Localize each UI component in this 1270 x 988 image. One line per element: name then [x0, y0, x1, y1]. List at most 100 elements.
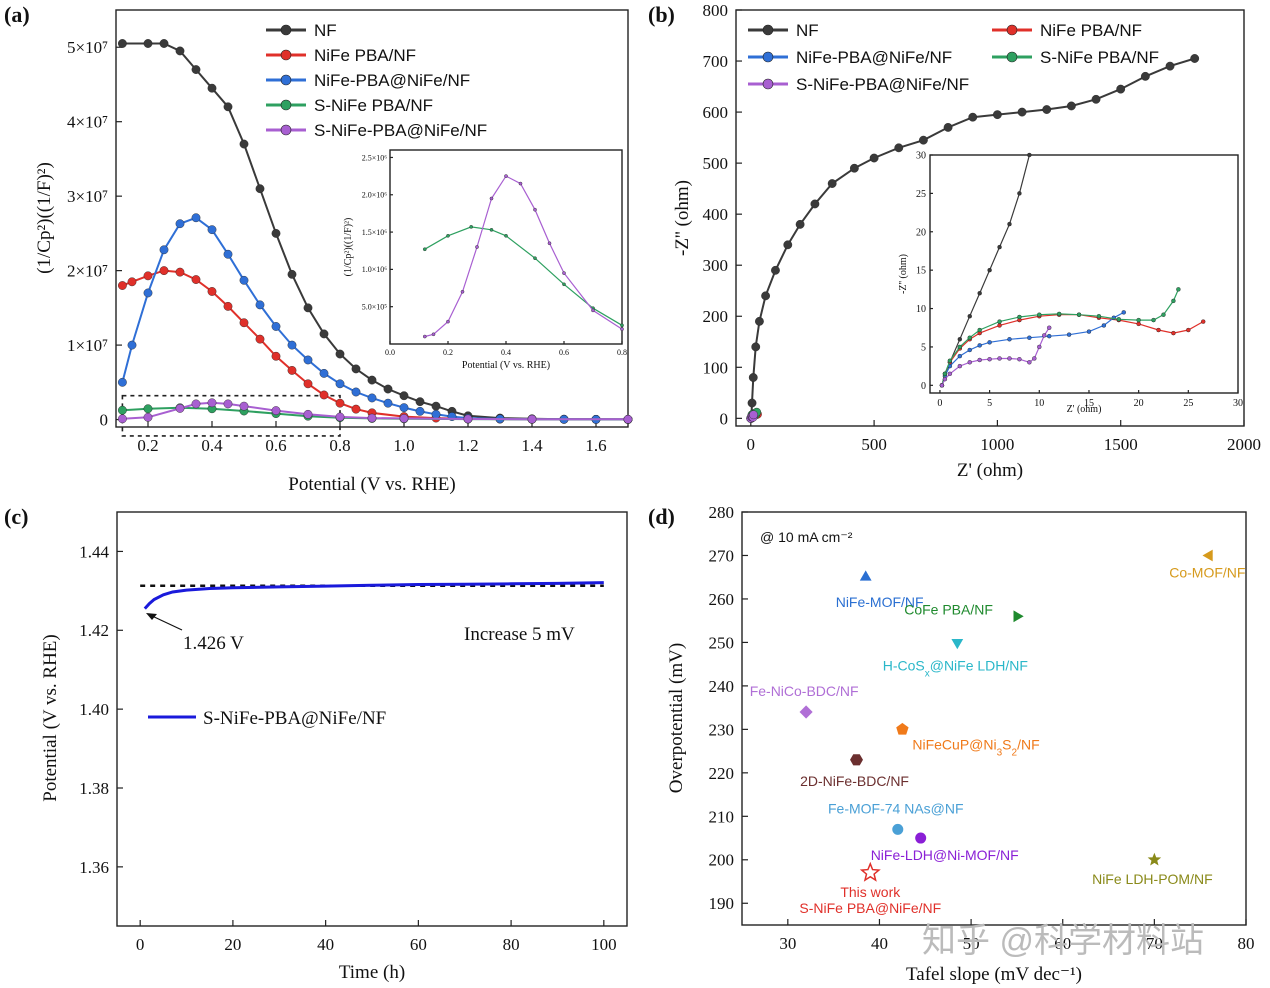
data-point — [957, 337, 963, 342]
legend-swatch-marker — [762, 51, 774, 63]
point-label: This work — [840, 884, 901, 900]
legend-label: NiFe PBA/NF — [1040, 21, 1142, 40]
legend-label: NiFe PBA/NF — [314, 46, 416, 65]
y-tick-label: 200 — [709, 851, 735, 870]
data-point — [755, 316, 764, 326]
legend-swatch-marker — [280, 124, 292, 136]
data-point — [159, 245, 169, 255]
data-point — [303, 379, 313, 389]
data-point — [175, 267, 185, 277]
panel-b-inset-series-s-nife-pba-nf — [939, 287, 1181, 388]
data-point — [1171, 330, 1176, 336]
data-point — [118, 414, 127, 424]
scatter-marker — [859, 570, 872, 581]
data-point — [207, 287, 217, 296]
data-point — [159, 266, 169, 276]
legend-swatch-marker — [280, 74, 292, 86]
data-point — [475, 245, 479, 249]
y-tick-label: 5.0×10⁵ — [362, 302, 388, 311]
data-point — [1017, 357, 1022, 362]
data-point — [997, 356, 1002, 361]
y-tick-label: 3×10⁷ — [67, 187, 108, 206]
y-tick-label: 200 — [703, 307, 729, 326]
point-nife-mof-nf: NiFe-MOF/NF — [836, 570, 924, 610]
legend-label: NF — [314, 21, 337, 40]
panel-a-inset-ylabel: (1/Cp²)((1/F)²) — [343, 218, 354, 277]
data-point — [1190, 54, 1200, 63]
data-point — [967, 335, 972, 340]
data-point — [1037, 312, 1042, 317]
panel-a-plot-area — [115, 9, 629, 428]
panel-a-xlabel: Potential (V vs. RHE) — [288, 474, 455, 495]
data-point — [977, 357, 982, 363]
point-label: Co-MOF/NF — [1169, 564, 1245, 580]
legend-swatch-marker — [280, 24, 292, 36]
panel-b-inset-xlabel: Z' (ohm) — [1067, 404, 1102, 415]
data-point — [1186, 327, 1191, 333]
point-label: NiFe-MOF/NF — [836, 594, 924, 610]
data-point — [118, 281, 127, 290]
y-tick-label: 400 — [703, 205, 729, 224]
legend-label: S-NiFe-PBA@NiFe/NF — [796, 75, 969, 94]
y-tick-label: 270 — [709, 546, 735, 565]
x-tick-label: 0.4 — [501, 348, 511, 357]
panel-b-label: (b) — [648, 2, 675, 27]
panel-a: (a) 0.2 0.4 0.6 0.8 1.0 1.2 1.4 1.6 0 1×10⁷ 2×10⁷ 3… — [4, 2, 633, 495]
data-point — [1042, 105, 1052, 114]
x-tick-label: 0.6 — [559, 348, 569, 357]
data-point — [446, 319, 450, 324]
data-point — [771, 265, 780, 275]
data-point — [175, 46, 185, 56]
y-tick-label: 2.0×10⁶ — [362, 191, 388, 200]
data-point — [383, 384, 393, 394]
x-tick-label: 1.6 — [585, 436, 606, 455]
point-co-mof-nf: Co-MOF/NF — [1169, 549, 1245, 580]
y-tick-label: 240 — [709, 677, 735, 696]
data-point — [271, 228, 281, 238]
data-point — [335, 379, 345, 389]
point-cofe-pba-nf: CoFe PBA/NF — [904, 601, 1024, 623]
data-point — [967, 347, 972, 353]
data-point — [1086, 329, 1092, 334]
panel-a-inset-series-s-nife-pba-nife-nf — [422, 174, 624, 339]
data-point — [223, 301, 233, 311]
panel-c-xlabel: Time (h) — [339, 962, 405, 983]
data-point — [422, 247, 427, 252]
panel-b-series-nf — [746, 54, 1200, 423]
series-line — [941, 314, 1204, 386]
data-point — [118, 405, 127, 415]
panel-b-inset-frame — [929, 154, 1239, 394]
data-point — [207, 83, 217, 93]
legend-swatch-marker — [1006, 51, 1018, 63]
series-line — [941, 289, 1179, 386]
data-point — [367, 375, 377, 385]
y-tick-label: 4×10⁷ — [67, 113, 108, 132]
y-tick-label: 1.38 — [79, 779, 109, 798]
scatter-marker — [1013, 610, 1024, 623]
data-point — [1042, 333, 1047, 338]
data-point — [533, 207, 537, 212]
data-point — [957, 353, 963, 359]
data-point — [415, 406, 425, 416]
scatter-marker — [892, 823, 904, 835]
y-tick-label: 1.0×10⁶ — [362, 265, 388, 274]
point-label: Fe-MOF-74 NAs@NF — [828, 800, 964, 816]
panel-b-inset-series-nife-pba-nf — [939, 312, 1206, 388]
panel-d-xlabel: Tafel slope (mV dec⁻¹) — [906, 964, 1082, 985]
scatter-marker — [896, 722, 909, 735]
scatter-marker — [1147, 852, 1162, 866]
x-tick-label: 80 — [503, 935, 520, 954]
x-tick-label: 0.2 — [137, 436, 158, 455]
data-point — [191, 213, 201, 223]
data-point — [1116, 317, 1121, 322]
data-point — [533, 256, 537, 260]
data-point — [287, 269, 297, 279]
y-tick-label: 1.36 — [79, 858, 109, 877]
x-tick-label: 15 — [1084, 398, 1094, 409]
data-point — [255, 184, 265, 194]
data-point — [977, 290, 982, 296]
data-point — [504, 174, 508, 178]
data-point — [127, 277, 137, 287]
point-nife-ldh-pom-nf: NiFe LDH-POM/NF — [1092, 852, 1213, 887]
data-point — [1121, 310, 1126, 315]
